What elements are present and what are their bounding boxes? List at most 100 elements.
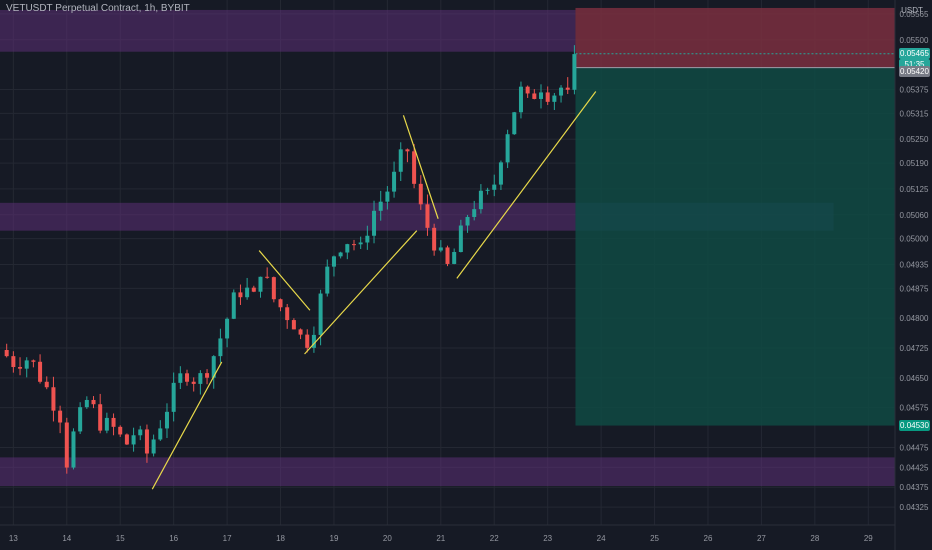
zone-rect [0, 9, 576, 52]
candle-body [525, 86, 530, 94]
candle-body [345, 244, 350, 253]
candle-body [258, 276, 263, 292]
y-tick-label: 0.05190 [900, 159, 929, 168]
candle-body [565, 87, 570, 90]
candle-body [311, 334, 316, 348]
candle-body [285, 307, 290, 321]
zone-rect [0, 457, 895, 487]
candle-body [518, 86, 523, 113]
candle-body [465, 216, 470, 226]
candle-body [331, 256, 336, 267]
x-tick-label: 19 [330, 534, 339, 543]
candle-body [545, 92, 550, 102]
candle-body [412, 151, 417, 184]
trend-line [151, 361, 223, 490]
y-tick-label: 0.04425 [900, 463, 929, 472]
candle-body [505, 134, 510, 163]
candle-body [245, 287, 250, 298]
candle-body [158, 428, 163, 440]
candle-body [372, 210, 377, 236]
chart-title: VETUSDT Perpetual Contract, 1h, BYBIT [6, 3, 190, 14]
candle-body [4, 350, 9, 357]
candle-body [418, 183, 423, 205]
candle-body [512, 112, 517, 135]
x-tick-label: 17 [223, 534, 232, 543]
trend-line [304, 230, 418, 355]
y-tick-label: 0.04875 [900, 284, 929, 293]
candle-body [532, 93, 537, 99]
candle-body [78, 407, 83, 432]
x-tick-label: 29 [864, 534, 873, 543]
candle-body [298, 329, 303, 335]
candle-body [98, 404, 103, 431]
candle-body [124, 434, 129, 445]
candle-body [338, 252, 343, 257]
y-tick-label: 0.05565 [900, 10, 929, 19]
candle-body [552, 95, 557, 102]
y-tick-label: 0.05250 [900, 135, 929, 144]
y-tick-label: 0.04575 [900, 404, 929, 413]
candle-body [205, 373, 210, 378]
candle-body [131, 435, 136, 445]
price-axis-bg [895, 0, 932, 550]
zone-rect [0, 202, 576, 231]
trend-lines[interactable] [151, 91, 597, 490]
y-tick-label: 0.05125 [900, 185, 929, 194]
candle-body [251, 287, 256, 292]
x-tick-label: 14 [62, 534, 71, 543]
y-tick-label: 0.05000 [900, 235, 929, 244]
candle-body [265, 276, 270, 278]
candle-body [31, 360, 36, 362]
x-tick-label: 18 [276, 534, 285, 543]
candle-body [385, 191, 390, 202]
candle-body [151, 439, 156, 454]
candle-body [485, 189, 490, 191]
y-tick-label: 0.05060 [900, 211, 929, 220]
candle-body [118, 426, 123, 435]
time-axis-bg [0, 525, 932, 550]
candle-body [51, 387, 56, 411]
candle-body [91, 399, 96, 405]
x-tick-label: 26 [704, 534, 713, 543]
y-tick-label: 0.04935 [900, 260, 929, 269]
candle-body [325, 266, 330, 294]
candle-body [71, 431, 76, 468]
candle-body [18, 367, 23, 369]
x-tick-label: 25 [650, 534, 659, 543]
candle-body [104, 417, 109, 431]
y-tick-label: 0.04725 [900, 344, 929, 353]
y-tick-label: 0.04375 [900, 483, 929, 492]
candle-body [432, 227, 437, 251]
candle-body [231, 292, 236, 319]
candle-body [218, 338, 223, 357]
candle-body [144, 429, 149, 454]
trend-line [402, 115, 439, 219]
candle-body [44, 381, 49, 388]
candle-countdown: 51:35 [899, 58, 930, 70]
candle-body [305, 334, 310, 348]
y-tick-label: 0.05500 [900, 36, 929, 45]
y-tick-label: 0.04475 [900, 443, 929, 452]
candle-body [559, 87, 564, 96]
candle-body [445, 247, 450, 264]
candle-body [11, 356, 16, 368]
currency-label: USDT [901, 6, 923, 15]
last-price-label: 0.05465 [899, 47, 930, 59]
candle-body [84, 399, 89, 408]
stop-loss-zone [575, 7, 895, 68]
x-tick-label: 27 [757, 534, 766, 543]
candles [4, 45, 577, 474]
candle-body [238, 292, 243, 298]
candle-body [539, 92, 544, 99]
candle-body [438, 247, 443, 251]
candle-body [164, 411, 169, 429]
candle-body [225, 318, 230, 339]
price-marker-label: 0.05420 [899, 65, 930, 77]
position-tool[interactable] [575, 7, 895, 426]
y-tick-label: 0.05315 [900, 109, 929, 118]
candle-body [185, 373, 190, 382]
x-tick-label: 28 [810, 534, 819, 543]
